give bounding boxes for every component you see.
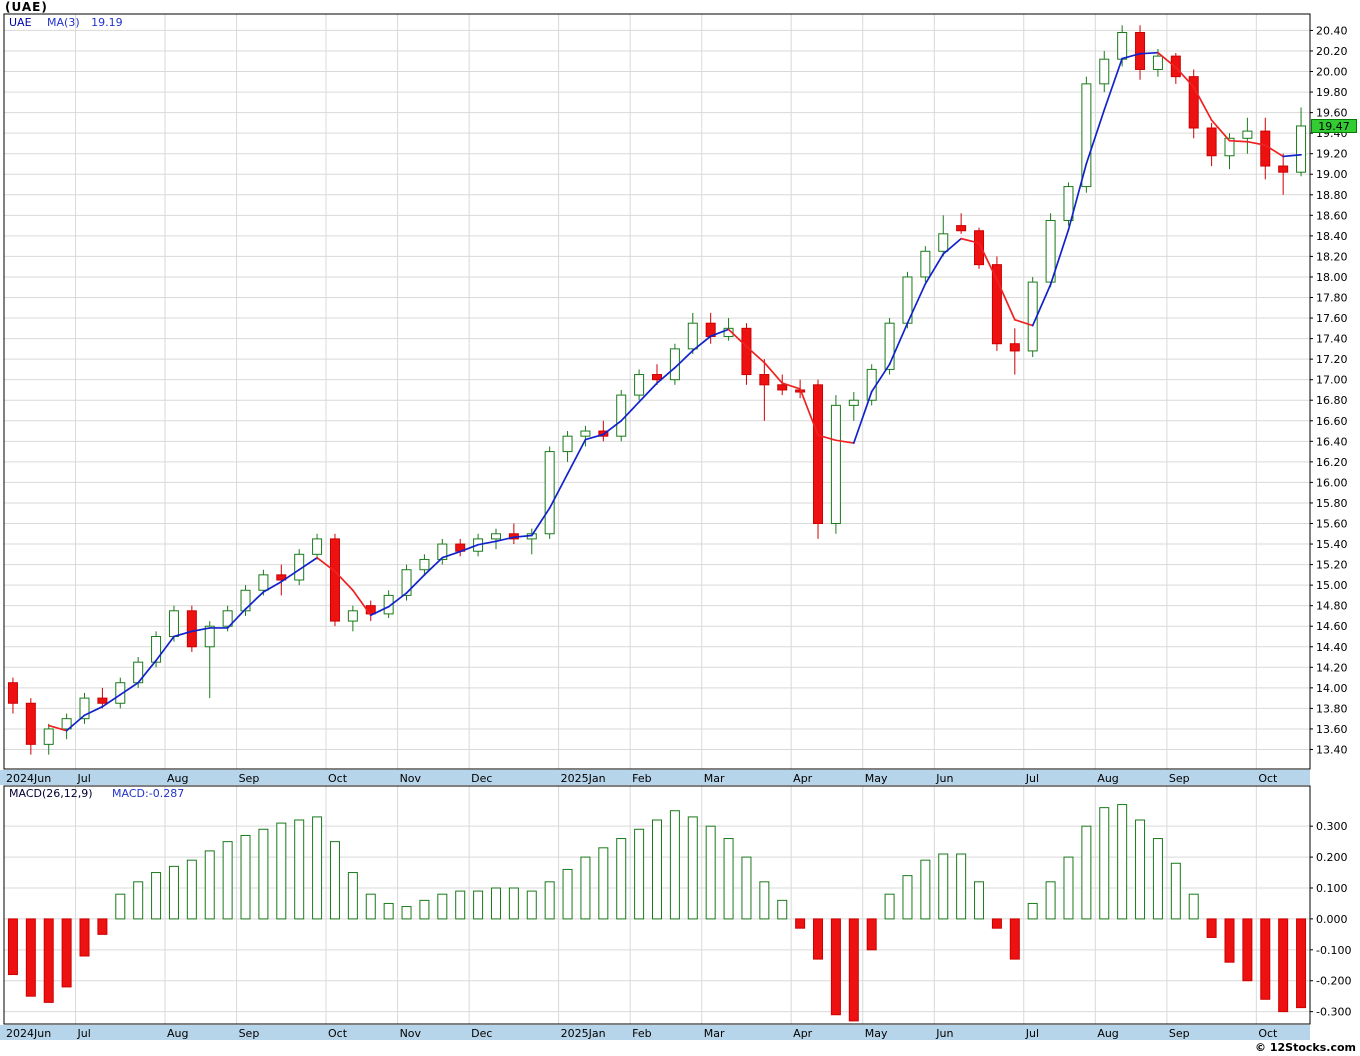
svg-text:0.200: 0.200 xyxy=(1316,851,1348,864)
ma-line xyxy=(47,51,1302,732)
svg-text:0.300: 0.300 xyxy=(1316,820,1348,833)
svg-text:14.60: 14.60 xyxy=(1316,620,1348,633)
svg-text:Oct: Oct xyxy=(328,1027,348,1040)
svg-text:-0.100: -0.100 xyxy=(1316,944,1351,957)
svg-text:20.00: 20.00 xyxy=(1316,66,1348,79)
svg-text:Oct: Oct xyxy=(1258,772,1278,785)
svg-text:2025Jan: 2025Jan xyxy=(561,1027,606,1040)
macd-legend: MACD(26,12,9) MACD:-0.287 xyxy=(9,787,184,800)
svg-text:18.80: 18.80 xyxy=(1316,189,1348,202)
svg-text:15.60: 15.60 xyxy=(1316,517,1348,530)
svg-text:2024Jun: 2024Jun xyxy=(6,1027,51,1040)
ma-label: MA(3) xyxy=(47,16,80,29)
svg-text:Sep: Sep xyxy=(239,772,260,785)
svg-text:Sep: Sep xyxy=(1169,1027,1190,1040)
svg-text:0.000: 0.000 xyxy=(1316,913,1348,926)
svg-text:2025Jan: 2025Jan xyxy=(561,772,606,785)
gridlines xyxy=(4,14,1310,1024)
candles xyxy=(7,25,1307,755)
svg-text:17.40: 17.40 xyxy=(1316,333,1348,346)
macd-value-label: MACD:-0.287 xyxy=(112,787,185,800)
plot-borders xyxy=(3,13,1311,1025)
svg-text:Jul: Jul xyxy=(77,772,91,785)
svg-text:15.00: 15.00 xyxy=(1316,579,1348,592)
svg-text:Dec: Dec xyxy=(471,772,492,785)
svg-text:14.80: 14.80 xyxy=(1316,600,1348,613)
svg-text:-0.300: -0.300 xyxy=(1316,1006,1351,1019)
page-title: (UAE) xyxy=(5,0,48,14)
svg-text:Feb: Feb xyxy=(632,1027,651,1040)
svg-text:18.20: 18.20 xyxy=(1316,250,1348,263)
svg-text:2024Jun: 2024Jun xyxy=(6,772,51,785)
ma-value: 19.19 xyxy=(91,16,123,29)
svg-text:19.20: 19.20 xyxy=(1316,148,1348,161)
svg-text:Oct: Oct xyxy=(1258,1027,1278,1040)
svg-text:13.40: 13.40 xyxy=(1316,743,1348,756)
svg-text:18.40: 18.40 xyxy=(1316,230,1348,243)
svg-text:Feb: Feb xyxy=(632,772,651,785)
svg-text:17.80: 17.80 xyxy=(1316,292,1348,305)
svg-text:Jul: Jul xyxy=(77,1027,91,1040)
svg-text:Aug: Aug xyxy=(1097,1027,1118,1040)
svg-text:19.60: 19.60 xyxy=(1316,107,1348,120)
copyright-label: © 12Stocks.com xyxy=(1255,1041,1356,1054)
svg-text:Jun: Jun xyxy=(935,1027,953,1040)
svg-text:Aug: Aug xyxy=(167,1027,188,1040)
svg-text:20.20: 20.20 xyxy=(1316,45,1348,58)
x-axis-strips: 2024Jun 2024Jun Jul Jul Aug Aug Sep Sep Oct Oct No… xyxy=(0,770,1310,1040)
svg-text:May: May xyxy=(865,1027,888,1040)
svg-text:16.20: 16.20 xyxy=(1316,456,1348,469)
svg-text:Mar: Mar xyxy=(704,772,725,785)
svg-text:19.80: 19.80 xyxy=(1316,86,1348,99)
svg-text:Nov: Nov xyxy=(400,1027,422,1040)
y-axis-labels: 20.4020.2020.0019.8019.6019.4019.2019.00… xyxy=(1310,24,1351,1019)
svg-text:Dec: Dec xyxy=(471,1027,492,1040)
svg-text:0.100: 0.100 xyxy=(1316,882,1348,895)
svg-text:17.20: 17.20 xyxy=(1316,353,1348,366)
svg-text:15.80: 15.80 xyxy=(1316,497,1348,510)
macd-params-label: MACD(26,12,9) xyxy=(9,787,93,800)
last-price-badge: 19.47 xyxy=(1311,118,1357,133)
price-legend: UAE MA(3) 19.19 xyxy=(9,16,131,29)
svg-text:20.40: 20.40 xyxy=(1316,24,1348,37)
svg-text:Aug: Aug xyxy=(167,772,188,785)
svg-text:16.00: 16.00 xyxy=(1316,476,1348,489)
svg-text:18.00: 18.00 xyxy=(1316,271,1348,284)
svg-text:Apr: Apr xyxy=(793,772,813,785)
svg-text:13.80: 13.80 xyxy=(1316,702,1348,715)
svg-text:Jul: Jul xyxy=(1025,772,1039,785)
svg-text:17.00: 17.00 xyxy=(1316,374,1348,387)
svg-text:15.40: 15.40 xyxy=(1316,538,1348,551)
svg-text:14.00: 14.00 xyxy=(1316,682,1348,695)
svg-text:Jun: Jun xyxy=(935,772,953,785)
svg-text:17.60: 17.60 xyxy=(1316,312,1348,325)
svg-text:Oct: Oct xyxy=(328,772,348,785)
svg-text:16.60: 16.60 xyxy=(1316,415,1348,428)
svg-text:14.40: 14.40 xyxy=(1316,641,1348,654)
svg-text:Apr: Apr xyxy=(793,1027,813,1040)
svg-text:Mar: Mar xyxy=(704,1027,725,1040)
svg-text:Sep: Sep xyxy=(239,1027,260,1040)
svg-text:19.00: 19.00 xyxy=(1316,168,1348,181)
svg-text:-0.200: -0.200 xyxy=(1316,975,1351,988)
svg-text:Aug: Aug xyxy=(1097,772,1118,785)
svg-text:13.60: 13.60 xyxy=(1316,723,1348,736)
svg-text:Nov: Nov xyxy=(400,772,422,785)
svg-text:Jul: Jul xyxy=(1025,1027,1039,1040)
svg-text:16.40: 16.40 xyxy=(1316,435,1348,448)
svg-text:18.60: 18.60 xyxy=(1316,209,1348,222)
svg-text:14.20: 14.20 xyxy=(1316,661,1348,674)
macd-bars xyxy=(7,804,1307,1022)
symbol-label: UAE xyxy=(9,16,32,29)
svg-text:May: May xyxy=(865,772,888,785)
svg-text:Sep: Sep xyxy=(1169,772,1190,785)
svg-text:15.20: 15.20 xyxy=(1316,559,1348,572)
svg-text:16.80: 16.80 xyxy=(1316,394,1348,407)
